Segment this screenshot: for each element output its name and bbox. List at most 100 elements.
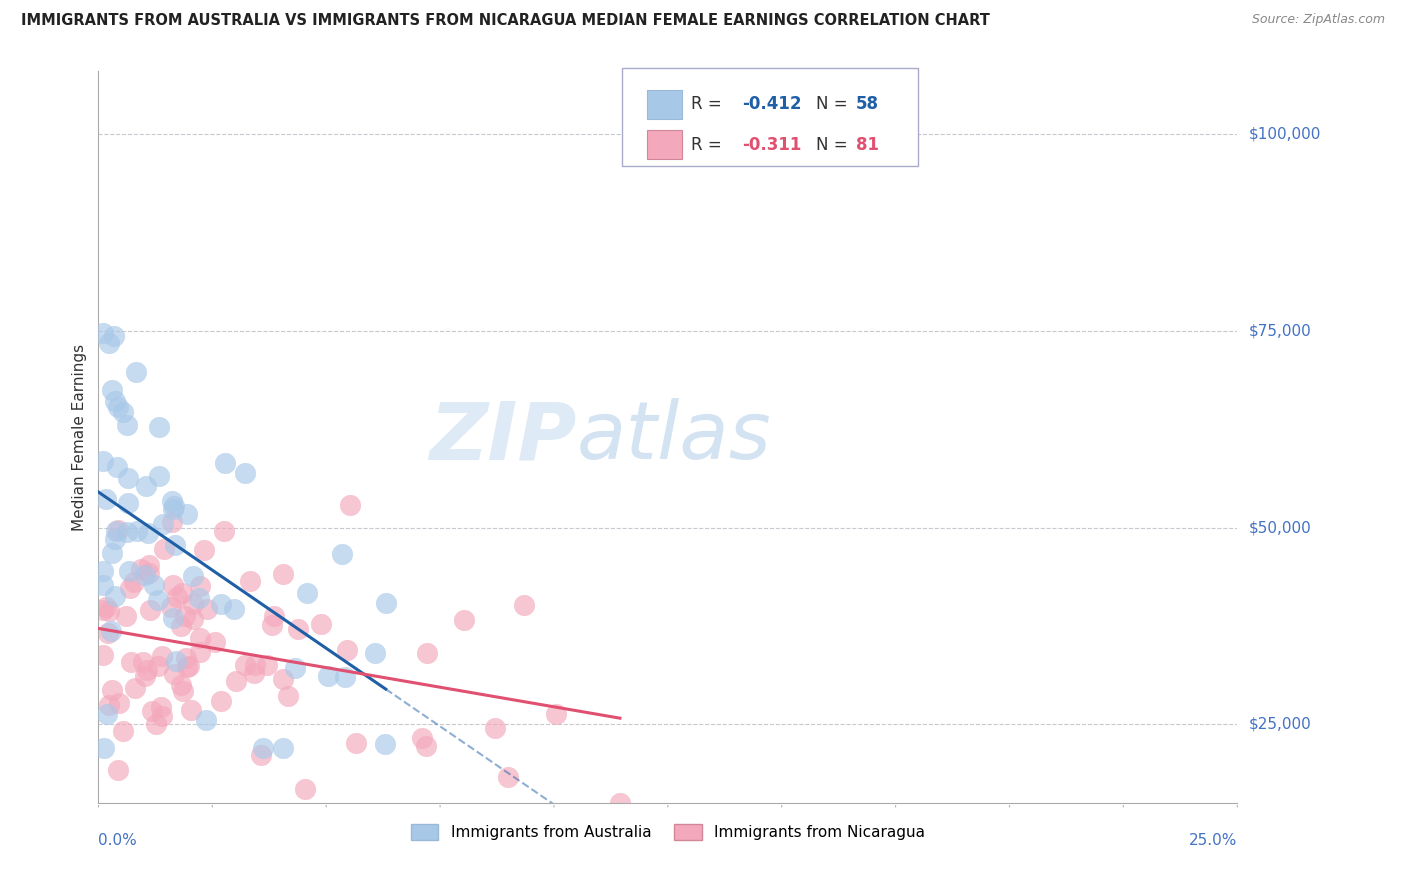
Point (204, 634, 226, 648)
Point (309, 617, 332, 632)
Point (143, 578, 166, 592)
Text: 25.0%: 25.0% (1189, 833, 1237, 848)
Point (134, 669, 156, 683)
Point (222, 602, 245, 616)
Point (105, 524, 128, 539)
Point (134, 567, 156, 582)
Point (172, 683, 194, 698)
Point (162, 578, 184, 592)
Point (188, 591, 211, 605)
Point (318, 669, 340, 683)
Point (169, 619, 191, 633)
Point (97, 603, 120, 617)
Point (260, 618, 283, 632)
Text: 81: 81 (856, 136, 879, 153)
Point (153, 542, 176, 557)
Point (162, 611, 184, 625)
Point (117, 470, 139, 484)
Point (107, 400, 129, 414)
Point (252, 740, 274, 755)
Point (243, 665, 266, 680)
Point (160, 600, 183, 615)
Point (118, 564, 141, 578)
Point (233, 466, 256, 480)
Point (117, 496, 139, 510)
Point (238, 574, 260, 588)
Legend: Immigrants from Australia, Immigrants from Nicaragua: Immigrants from Australia, Immigrants fr… (405, 818, 931, 847)
Point (101, 546, 124, 560)
Point (135, 478, 157, 492)
Point (512, 598, 534, 612)
Point (107, 523, 129, 537)
Point (287, 622, 309, 636)
Point (335, 670, 357, 684)
Point (125, 524, 148, 538)
Point (170, 677, 193, 691)
Point (245, 657, 267, 672)
FancyBboxPatch shape (647, 130, 682, 159)
Point (174, 651, 197, 665)
Point (273, 672, 295, 686)
FancyBboxPatch shape (647, 90, 682, 119)
Point (141, 704, 163, 718)
Point (91, 326, 114, 340)
Point (125, 365, 148, 379)
Point (546, 706, 568, 721)
Point (180, 703, 202, 717)
Point (188, 579, 211, 593)
Point (176, 507, 198, 521)
Point (225, 674, 247, 689)
Point (188, 645, 211, 659)
Point (101, 383, 124, 397)
Point (152, 516, 174, 531)
Point (209, 598, 232, 612)
Text: -0.311: -0.311 (742, 136, 801, 153)
Text: $25,000: $25,000 (1249, 716, 1312, 731)
Point (193, 543, 215, 558)
Text: -0.412: -0.412 (742, 95, 801, 113)
Point (330, 547, 353, 561)
Text: N =: N = (815, 136, 853, 153)
Point (120, 656, 142, 670)
Text: 0.0%: 0.0% (98, 833, 138, 848)
Point (160, 516, 183, 530)
Point (415, 739, 437, 753)
Point (136, 663, 159, 677)
Point (165, 539, 187, 553)
Point (374, 596, 396, 610)
Point (374, 737, 396, 751)
Point (284, 661, 307, 675)
Point (250, 747, 273, 762)
Point (148, 469, 170, 483)
Point (129, 562, 152, 576)
Point (94, 600, 117, 615)
Point (138, 558, 160, 572)
Point (131, 656, 153, 670)
Point (111, 404, 134, 418)
Point (179, 658, 201, 673)
Point (107, 764, 129, 778)
Point (173, 609, 195, 624)
Point (411, 731, 433, 745)
Point (96, 707, 118, 722)
Point (97, 625, 120, 640)
Text: Source: ZipAtlas.com: Source: ZipAtlas.com (1251, 13, 1385, 27)
Point (91, 564, 114, 578)
Point (364, 646, 387, 660)
Point (160, 493, 183, 508)
Point (195, 601, 218, 615)
Point (112, 724, 135, 739)
Point (114, 608, 136, 623)
Point (344, 736, 367, 750)
Point (484, 721, 506, 735)
Point (148, 420, 170, 434)
Text: atlas: atlas (576, 398, 772, 476)
Point (339, 498, 361, 512)
Point (297, 586, 319, 600)
Point (195, 713, 218, 727)
Point (181, 597, 204, 611)
Point (100, 682, 122, 697)
Point (105, 460, 128, 475)
Point (103, 329, 125, 343)
Text: $75,000: $75,000 (1249, 324, 1312, 338)
